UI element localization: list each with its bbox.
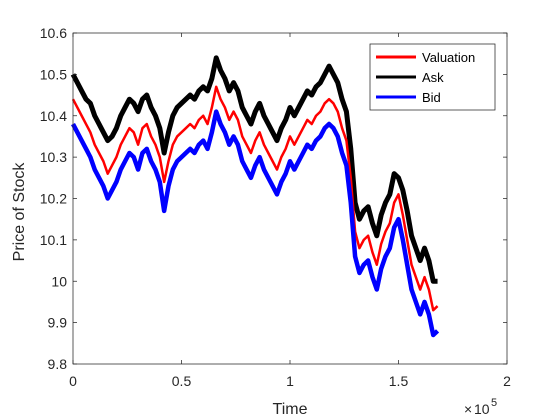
x-exponent: × 10 5 xyxy=(464,397,497,417)
y-tick-label: 10.2 xyxy=(40,191,67,207)
y-axis: 9.8 9.9 10 10.1 10.2 10.3 10.4 10.5 10.6 xyxy=(40,25,507,372)
y-tick-label: 10.4 xyxy=(40,108,67,124)
x-axis: 0 0.5 1 1.5 2 xyxy=(69,33,511,389)
x-tick-label: 1 xyxy=(286,373,294,389)
series-line-ask xyxy=(70,55,438,284)
y-tick-label: 10.3 xyxy=(40,149,67,165)
legend-label-valuation: Valuation xyxy=(422,50,475,65)
y-tick-label: 10.6 xyxy=(40,25,67,41)
y-tick-label: 9.8 xyxy=(48,356,68,372)
x-exponent-base: 10 xyxy=(474,401,490,417)
y-tick-label: 10.5 xyxy=(40,66,67,82)
legend-label-ask: Ask xyxy=(422,70,444,85)
x-exponent-power: 5 xyxy=(491,397,497,409)
y-tick-label: 10 xyxy=(51,273,67,289)
legend-label-bid: Bid xyxy=(422,90,441,105)
x-exponent-times: × xyxy=(464,401,472,417)
y-tick-label: 9.9 xyxy=(48,315,68,331)
x-tick-label: 0 xyxy=(69,373,77,389)
x-tick-label: 0.5 xyxy=(172,373,192,389)
x-tick-label: 2 xyxy=(503,373,511,389)
legend: Valuation Ask Bid xyxy=(369,43,496,111)
y-tick-label: 10.1 xyxy=(40,232,67,248)
x-axis-label: Time xyxy=(273,401,308,418)
series-line-bid xyxy=(71,109,440,338)
series-layer xyxy=(70,55,440,338)
series-line-valuation xyxy=(71,85,439,312)
y-axis-label: Price of Stock xyxy=(11,162,28,262)
x-tick-label: 1.5 xyxy=(389,373,409,389)
